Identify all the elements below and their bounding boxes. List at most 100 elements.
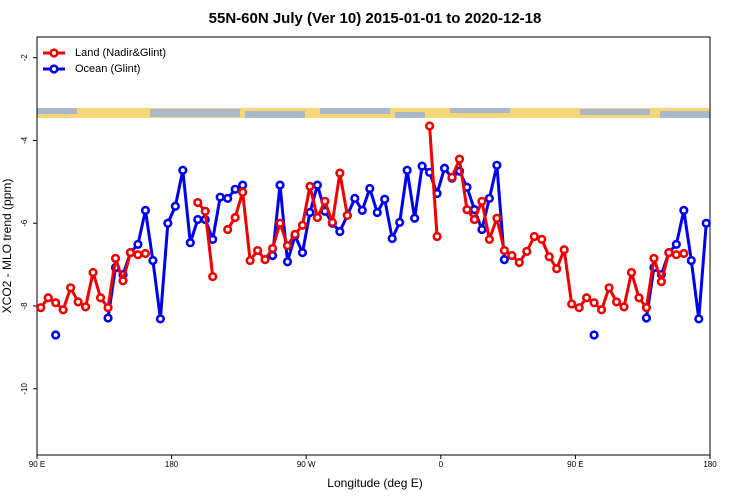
data-point bbox=[103, 303, 113, 313]
data-point bbox=[477, 196, 487, 206]
data-point bbox=[230, 212, 240, 223]
data-point bbox=[641, 313, 652, 323]
data-point bbox=[200, 206, 210, 216]
y-tick-label: -6 bbox=[20, 219, 29, 227]
data-point bbox=[312, 212, 323, 223]
data-point bbox=[432, 231, 442, 242]
data-point bbox=[589, 330, 599, 340]
data-point bbox=[462, 204, 472, 215]
data-point bbox=[118, 276, 128, 286]
data-point bbox=[484, 234, 495, 244]
legend-marker bbox=[49, 48, 59, 58]
data-point bbox=[552, 264, 562, 274]
data-point bbox=[312, 180, 323, 190]
data-point bbox=[492, 160, 502, 170]
data-point bbox=[110, 253, 121, 264]
data-point bbox=[537, 234, 547, 244]
data-point bbox=[694, 314, 704, 324]
data-point bbox=[342, 210, 352, 220]
data-point bbox=[582, 293, 592, 303]
data-point bbox=[604, 283, 614, 293]
series-line bbox=[106, 168, 244, 321]
data-point bbox=[656, 276, 666, 287]
legend-label: Ocean (Glint) bbox=[75, 63, 140, 75]
data-point bbox=[357, 205, 367, 216]
data-point bbox=[73, 297, 83, 307]
data-point bbox=[245, 255, 255, 266]
data-point bbox=[155, 314, 165, 324]
y-tick-label: -4 bbox=[20, 136, 29, 144]
data-point bbox=[664, 248, 674, 258]
data-point bbox=[36, 303, 46, 313]
data-point bbox=[619, 302, 629, 312]
data-point bbox=[185, 238, 195, 248]
data-point bbox=[103, 313, 113, 323]
y-axis-label: XCO2 - MLO trend (ppm) bbox=[0, 179, 14, 314]
x-tick-label: 90 E bbox=[29, 460, 45, 469]
data-point bbox=[454, 154, 465, 164]
data-point bbox=[170, 201, 180, 211]
data-point bbox=[88, 267, 98, 278]
chart-title: 55N-60N July (Ver 10) 2015-01-01 to 2020… bbox=[209, 10, 542, 27]
data-point bbox=[439, 163, 450, 173]
data-point bbox=[522, 246, 532, 256]
data-point bbox=[208, 272, 218, 282]
data-point bbox=[178, 165, 188, 175]
data-point bbox=[275, 218, 285, 228]
plot-frame bbox=[36, 36, 711, 456]
data-point bbox=[589, 298, 599, 308]
data-point bbox=[417, 161, 427, 171]
series-line bbox=[428, 125, 439, 237]
data-point bbox=[507, 250, 517, 261]
data-point bbox=[223, 193, 233, 204]
data-point bbox=[238, 187, 248, 197]
data-point bbox=[275, 180, 285, 190]
data-point bbox=[447, 172, 457, 182]
x-tick-label: 180 bbox=[703, 460, 717, 469]
data-point bbox=[559, 245, 569, 255]
data-point bbox=[238, 180, 248, 190]
data-point bbox=[402, 165, 412, 175]
x-tick-label: 90 W bbox=[297, 460, 316, 469]
data-point bbox=[686, 255, 696, 266]
data-point bbox=[679, 248, 689, 259]
data-point bbox=[43, 293, 53, 303]
data-point bbox=[208, 234, 218, 244]
data-point bbox=[410, 213, 420, 223]
y-tick-label: -2 bbox=[20, 54, 29, 62]
data-point bbox=[671, 239, 681, 249]
data-point bbox=[544, 252, 554, 262]
series bbox=[51, 160, 711, 340]
data-point bbox=[140, 248, 151, 259]
data-point bbox=[148, 255, 158, 266]
data-point bbox=[51, 330, 61, 340]
data-point bbox=[305, 181, 315, 192]
legend: Land (Nadir&Glint) Ocean (Glint) bbox=[38, 42, 180, 78]
data-point bbox=[365, 183, 375, 194]
x-tick-label: 90 E bbox=[567, 460, 583, 469]
legend-label: Land (Nadir&Glint) bbox=[75, 47, 166, 59]
data-point bbox=[671, 250, 681, 260]
data-point bbox=[305, 207, 315, 218]
data-point bbox=[634, 293, 644, 303]
data-point bbox=[469, 214, 480, 225]
data-point bbox=[395, 217, 405, 228]
data-point bbox=[499, 255, 509, 265]
data-point bbox=[133, 250, 143, 260]
data-point bbox=[66, 283, 76, 293]
data-point bbox=[133, 239, 143, 249]
data-point bbox=[267, 243, 278, 254]
data-point bbox=[327, 217, 337, 228]
series bbox=[36, 121, 689, 315]
y-tick-label: -8 bbox=[20, 302, 29, 310]
x-tick-label: 180 bbox=[165, 460, 179, 469]
data-point bbox=[320, 196, 330, 206]
data-point bbox=[567, 299, 577, 309]
data-point bbox=[163, 218, 173, 228]
data-point bbox=[125, 248, 136, 258]
x-axis-label: Longitude (deg E) bbox=[327, 476, 422, 490]
data-point bbox=[477, 224, 487, 235]
data-point bbox=[51, 298, 61, 308]
data-point bbox=[335, 226, 345, 237]
